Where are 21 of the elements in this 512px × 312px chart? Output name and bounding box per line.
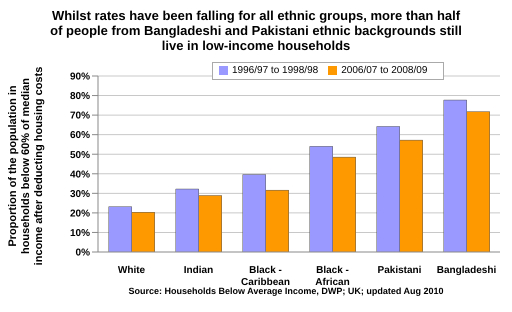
x-tick-label: Bangladeshi bbox=[436, 265, 496, 276]
y-tick-label: 10% bbox=[70, 228, 90, 239]
x-tick-label: Indian bbox=[184, 265, 214, 276]
y-tick-label: 30% bbox=[70, 188, 90, 200]
y-axis-title: Proportion of the population in households below 60% of median income after deducting housing costs bbox=[8, 54, 68, 286]
y-tick-label: 90% bbox=[70, 72, 90, 83]
y-tick-label: 60% bbox=[70, 130, 90, 142]
x-tick-label: White bbox=[118, 265, 146, 276]
y-tick-label: 0% bbox=[76, 248, 90, 259]
y-tick-label: 40% bbox=[70, 169, 90, 180]
legend-label: 1996/97 to 1998/98 bbox=[232, 65, 318, 76]
source-note: Source: Households Below Average Income, DWP; UK; updated Aug 2010 bbox=[127, 286, 445, 296]
y-tick-label: 20% bbox=[70, 208, 90, 220]
x-tick-label: Pakistani bbox=[378, 265, 422, 276]
x-tick-label: Black - African bbox=[315, 265, 350, 288]
x-tick-label: Black - Caribbean bbox=[241, 265, 290, 288]
y-tick-label: 50% bbox=[70, 150, 90, 161]
y-tick-label: 80% bbox=[70, 91, 90, 102]
y-tick-label: 70% bbox=[70, 110, 90, 122]
legend-label: 2006/07 to 2008/09 bbox=[341, 65, 428, 76]
chart-title: Whilst rates have been falling for all ethnic groups, more than half of people from Bangladeshi and Pakistani ethnic backgrounds still live in low-income households bbox=[49, 8, 463, 54]
